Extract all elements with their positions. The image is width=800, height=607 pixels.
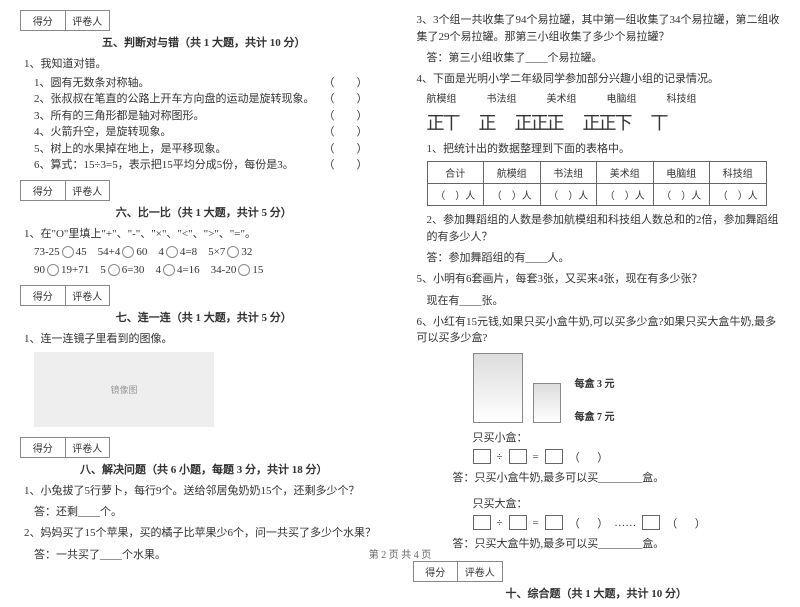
only-small-label: 只买小盒： bbox=[473, 429, 781, 445]
q4: 4、下面是光明小学二年级同学参加部分兴趣小组的记录情况。 bbox=[417, 71, 781, 88]
s8-q1-ans: 答：还剩____个。 bbox=[34, 503, 388, 519]
score-box-7: 得分 评卷人 bbox=[20, 285, 110, 306]
score-box-6: 得分 评卷人 bbox=[20, 180, 110, 201]
left-column: 得分 评卷人 五、判断对与错（共 1 大题，共计 10 分） 1、我知道对错。 … bbox=[20, 10, 388, 607]
s5-item-2: 2、张叔叔在笔直的公路上开车方向盘的运动是旋转现象。（ ） bbox=[34, 91, 388, 108]
big-eq: ÷=（ ）……（ ） bbox=[473, 515, 781, 531]
ans-small: 答：只买小盒牛奶,最多可以买________盒。 bbox=[453, 469, 781, 485]
q3: 3、3个组一共收集了94个易拉罐，其中第一组收集了34个易拉罐，第二组收集了29… bbox=[417, 12, 781, 45]
q5: 5、小明有6套画片，每套3张，又买来4张，现在有多少张？ bbox=[417, 271, 781, 288]
q3-ans: 答：第三小组收集了____个易拉罐。 bbox=[427, 49, 781, 65]
milk-small-icon bbox=[533, 383, 561, 423]
milk-big-icon bbox=[473, 353, 523, 423]
s7-stem: 1、连一连镜子里看到的图像。 bbox=[24, 331, 388, 348]
s6-stem: 1、在"O"里填上"+"、"-"、"×"、"<"、">"、"="。 bbox=[24, 226, 388, 243]
score-box-8: 得分 评卷人 bbox=[20, 437, 110, 458]
score-box-5: 得分 评卷人 bbox=[20, 10, 110, 31]
section-10-title: 十、综合题（共 1 大题，共计 10 分） bbox=[413, 585, 781, 601]
q5-stem: 1、我知道对错。 bbox=[24, 56, 388, 73]
only-big-label: 只买大盒： bbox=[473, 495, 781, 511]
score-label: 得分 bbox=[21, 11, 66, 30]
mirror-image: 镜像图 bbox=[34, 352, 214, 427]
s5-item-5: 5、树上的水果掉在地上，是平移现象。（ ） bbox=[34, 141, 388, 158]
table-row: （ ）人 （ ）人 （ ）人 （ ）人 （ ）人 （ ）人 bbox=[427, 184, 766, 206]
s8-q2: 2、妈妈买了15个苹果，买的橘子比苹果少6个，问一共买了多少个水果？ bbox=[24, 525, 388, 542]
section-7-title: 七、连一连（共 1 大题，共计 5 分） bbox=[20, 309, 388, 325]
stats-table: 合计 航模组 书法组 美术组 电脑组 科技组 （ ）人 （ ）人 （ ）人 （ … bbox=[427, 161, 767, 206]
s5-item-3: 3、所有的三角形都是轴对称图形。（ ） bbox=[34, 108, 388, 125]
section-8-title: 八、解决问题（共 6 小题，每题 3 分，共计 18 分） bbox=[20, 461, 388, 477]
s8-q1: 1、小兔拔了5行萝卜，每行9个。送给邻居兔奶奶15个，还剩多少个？ bbox=[24, 483, 388, 500]
right-column: 3、3个组一共收集了94个易拉罐，其中第一组收集了34个易拉罐，第二组收集了29… bbox=[413, 10, 781, 607]
section-5-title: 五、判断对与错（共 1 大题，共计 10 分） bbox=[20, 34, 388, 50]
q6: 6、小红有15元钱,如果只买小盒牛奶,可以买多少盒?如果只买大盒牛奶,最多可以买… bbox=[417, 314, 781, 347]
s5-item-4: 4、火箭升空，是旋转现象。（ ） bbox=[34, 124, 388, 141]
group-headers: 航模组 书法组 美术组 电脑组 科技组 bbox=[427, 90, 781, 105]
q4-2-ans: 答：参加舞蹈组的有____人。 bbox=[427, 249, 781, 265]
tally-marks: 正丅 正 正正正 正正下 丅 bbox=[427, 109, 781, 135]
price-big: 每盒 7 元 bbox=[575, 408, 615, 423]
s5-item-6: 6、算式：15÷3=5，表示把15平均分成5份，每份是3。（ ） bbox=[34, 157, 388, 174]
score-box-10: 得分 评卷人 bbox=[413, 561, 503, 582]
price-small: 每盒 3 元 bbox=[575, 375, 615, 390]
reviewer-label: 评卷人 bbox=[66, 11, 110, 30]
s5-item-1: 1、圆有无数条对称轴。（ ） bbox=[34, 75, 388, 92]
s6-row-1: 73-2545 54+460 44=8 5×732 bbox=[34, 244, 388, 262]
page-footer: 第 2 页 共 4 页 bbox=[0, 546, 800, 561]
q5-ans: 现在有____张。 bbox=[427, 292, 781, 308]
small-eq: ÷=（ ） bbox=[473, 449, 781, 465]
q4-2: 2、参加舞蹈组的人数是参加航模组和科技组人数总和的2倍，参加舞蹈组的有多少人？ bbox=[427, 212, 781, 245]
tbl-stem: 1、把统计出的数据整理到下面的表格中。 bbox=[427, 141, 781, 158]
milk-images: 每盒 3 元 每盒 7 元 bbox=[473, 353, 781, 423]
table-row: 合计 航模组 书法组 美术组 电脑组 科技组 bbox=[427, 162, 766, 184]
section-6-title: 六、比一比（共 1 大题，共计 5 分） bbox=[20, 204, 388, 220]
s6-row-2: 9019+71 56=30 44=16 34-2015 bbox=[34, 262, 388, 280]
